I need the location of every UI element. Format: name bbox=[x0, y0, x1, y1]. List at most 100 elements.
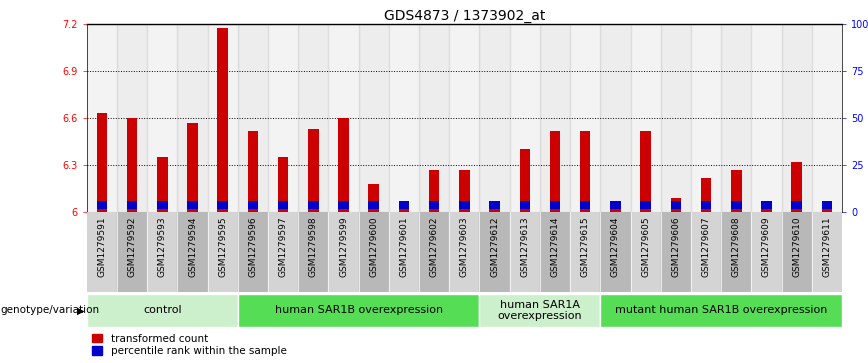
Bar bbox=[641, 131, 651, 212]
Bar bbox=[761, 201, 772, 212]
Bar bbox=[450, 24, 479, 212]
Bar bbox=[792, 162, 802, 212]
Bar bbox=[459, 170, 470, 212]
Bar bbox=[761, 201, 772, 209]
Bar bbox=[671, 201, 681, 209]
Bar bbox=[299, 24, 328, 212]
Text: GSM1279593: GSM1279593 bbox=[158, 216, 167, 277]
Text: human SAR1B overexpression: human SAR1B overexpression bbox=[274, 305, 443, 315]
Bar bbox=[570, 24, 601, 212]
Bar bbox=[661, 212, 691, 292]
Bar bbox=[610, 201, 621, 209]
Bar bbox=[691, 24, 721, 212]
Bar bbox=[187, 123, 198, 212]
Bar bbox=[700, 201, 711, 209]
Bar bbox=[752, 24, 781, 212]
Text: GSM1279614: GSM1279614 bbox=[550, 216, 560, 277]
Text: GSM1279615: GSM1279615 bbox=[581, 216, 589, 277]
Text: human SAR1A
overexpression: human SAR1A overexpression bbox=[497, 299, 582, 321]
Bar bbox=[610, 201, 621, 212]
Text: GSM1279601: GSM1279601 bbox=[399, 216, 409, 277]
Bar bbox=[580, 201, 590, 209]
Bar bbox=[721, 212, 752, 292]
Bar bbox=[177, 212, 207, 292]
Text: GSM1279612: GSM1279612 bbox=[490, 216, 499, 277]
Bar bbox=[369, 201, 379, 209]
Text: mutant human SAR1B overexpression: mutant human SAR1B overexpression bbox=[615, 305, 827, 315]
Bar bbox=[87, 294, 238, 327]
Bar bbox=[601, 294, 842, 327]
Bar bbox=[157, 157, 168, 212]
Text: GSM1279606: GSM1279606 bbox=[671, 216, 681, 277]
Bar bbox=[781, 212, 812, 292]
Bar bbox=[812, 24, 842, 212]
Text: GSM1279605: GSM1279605 bbox=[641, 216, 650, 277]
Bar bbox=[490, 201, 500, 209]
Bar bbox=[389, 212, 419, 292]
Bar bbox=[510, 24, 540, 212]
Text: GSM1279592: GSM1279592 bbox=[128, 216, 136, 277]
Bar bbox=[308, 201, 319, 209]
Bar bbox=[358, 24, 389, 212]
Bar bbox=[490, 201, 500, 212]
Bar bbox=[601, 24, 630, 212]
Bar bbox=[187, 201, 198, 209]
Bar bbox=[389, 24, 419, 212]
Bar bbox=[792, 201, 802, 209]
Bar bbox=[218, 28, 228, 212]
Text: GSM1279591: GSM1279591 bbox=[97, 216, 107, 277]
Bar bbox=[731, 201, 741, 209]
Bar bbox=[450, 212, 479, 292]
Bar bbox=[630, 212, 661, 292]
Text: GSM1279600: GSM1279600 bbox=[369, 216, 378, 277]
Bar bbox=[358, 212, 389, 292]
Bar bbox=[721, 24, 752, 212]
Bar bbox=[96, 113, 107, 212]
Bar bbox=[177, 24, 207, 212]
Bar bbox=[369, 184, 379, 212]
Bar bbox=[238, 24, 268, 212]
Text: control: control bbox=[143, 305, 181, 315]
Text: GSM1279608: GSM1279608 bbox=[732, 216, 740, 277]
Bar bbox=[207, 24, 238, 212]
Bar bbox=[238, 212, 268, 292]
Bar bbox=[580, 131, 590, 212]
Bar bbox=[812, 212, 842, 292]
Bar bbox=[299, 212, 328, 292]
Bar bbox=[641, 201, 651, 209]
Text: GSM1279609: GSM1279609 bbox=[762, 216, 771, 277]
Bar bbox=[781, 24, 812, 212]
Bar bbox=[268, 212, 299, 292]
Text: ▶: ▶ bbox=[77, 305, 84, 315]
Text: GSM1279611: GSM1279611 bbox=[822, 216, 832, 277]
Bar bbox=[822, 201, 832, 209]
Bar bbox=[247, 201, 258, 209]
Text: GSM1279604: GSM1279604 bbox=[611, 216, 620, 277]
Bar bbox=[540, 212, 570, 292]
Bar bbox=[540, 24, 570, 212]
Text: GSM1279603: GSM1279603 bbox=[460, 216, 469, 277]
Bar bbox=[268, 24, 299, 212]
Bar bbox=[308, 129, 319, 212]
Bar bbox=[148, 24, 177, 212]
Bar bbox=[127, 118, 137, 212]
Bar bbox=[549, 131, 560, 212]
Bar bbox=[117, 212, 148, 292]
Bar bbox=[87, 212, 117, 292]
Bar bbox=[822, 201, 832, 212]
Bar bbox=[549, 201, 560, 209]
Bar bbox=[700, 178, 711, 212]
Bar bbox=[398, 201, 409, 209]
Bar bbox=[752, 212, 781, 292]
Bar bbox=[278, 157, 288, 212]
Text: genotype/variation: genotype/variation bbox=[1, 305, 100, 315]
Text: GSM1279595: GSM1279595 bbox=[218, 216, 227, 277]
Bar bbox=[328, 212, 358, 292]
Text: GSM1279598: GSM1279598 bbox=[309, 216, 318, 277]
Bar bbox=[339, 118, 349, 212]
Bar bbox=[520, 150, 530, 212]
Text: GSM1279594: GSM1279594 bbox=[188, 216, 197, 277]
Bar bbox=[238, 294, 479, 327]
Title: GDS4873 / 1373902_at: GDS4873 / 1373902_at bbox=[384, 9, 545, 23]
Bar bbox=[96, 201, 107, 209]
